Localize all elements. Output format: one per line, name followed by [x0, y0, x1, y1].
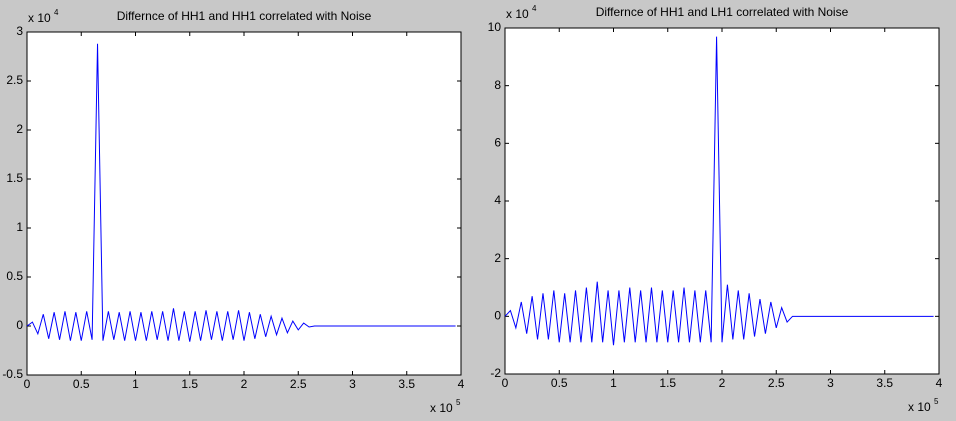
x-tick-label: 1.5: [659, 376, 676, 390]
x-tick-label: 0: [502, 376, 509, 390]
x-tick-label: 1: [132, 377, 139, 391]
y-tick-label: 8: [494, 78, 501, 92]
x-tick-label: 3.5: [876, 376, 893, 390]
y-tick-label: 2: [494, 251, 501, 265]
x-multiplier-power: 5: [456, 398, 461, 407]
x-tick-label: 1.5: [181, 377, 198, 391]
x-tick-label: 2: [241, 377, 248, 391]
x-tick-label: 4: [458, 377, 465, 391]
y-multiplier: x 10: [28, 11, 51, 25]
x-tick-label: 3: [827, 376, 834, 390]
x-tick-label: 0.5: [73, 377, 90, 391]
x-tick-label: 0: [24, 377, 31, 391]
y-tick-label: 10: [488, 20, 502, 34]
x-tick-label: 2: [719, 376, 726, 390]
axes-background: [26, 31, 462, 376]
x-multiplier: x 10: [908, 400, 931, 414]
x-multiplier-power: 5: [934, 397, 939, 406]
y-tick-label: -0.5: [2, 367, 23, 381]
y-tick-label: 0.5: [6, 269, 23, 283]
y-tick-label: 6: [494, 136, 501, 150]
x-tick-label: 2.5: [290, 377, 307, 391]
signal-line: [504, 36, 934, 346]
y-tick-label: 2.5: [6, 73, 23, 87]
y-tick-label: 1.5: [6, 171, 23, 185]
y-tick-label: 1: [16, 220, 23, 234]
y-multiplier: x 10: [506, 7, 529, 21]
x-multiplier: x 10: [430, 401, 453, 415]
x-tick-label: 3.5: [398, 377, 415, 391]
chart-title: Differnce of HH1 and HH1 correlated with…: [117, 9, 372, 23]
y-multiplier-power: 4: [532, 4, 537, 13]
y-tick-label: 3: [16, 24, 23, 38]
y-tick-label: -2: [490, 366, 501, 380]
x-tick-label: 1: [610, 376, 617, 390]
y-tick-label: 2: [16, 122, 23, 136]
y-tick-label: 0: [16, 318, 23, 332]
y-multiplier-power: 4: [54, 8, 59, 17]
y-tick-label: 0: [494, 309, 501, 323]
x-tick-label: 0.5: [551, 376, 568, 390]
y-tick-label: 4: [494, 193, 501, 207]
x-tick-label: 4: [936, 376, 943, 390]
signal-line: [26, 43, 456, 342]
chart-title: Differnce of HH1 and LH1 correlated with…: [596, 5, 849, 19]
x-tick-label: 2.5: [768, 376, 785, 390]
x-tick-label: 3: [349, 377, 356, 391]
